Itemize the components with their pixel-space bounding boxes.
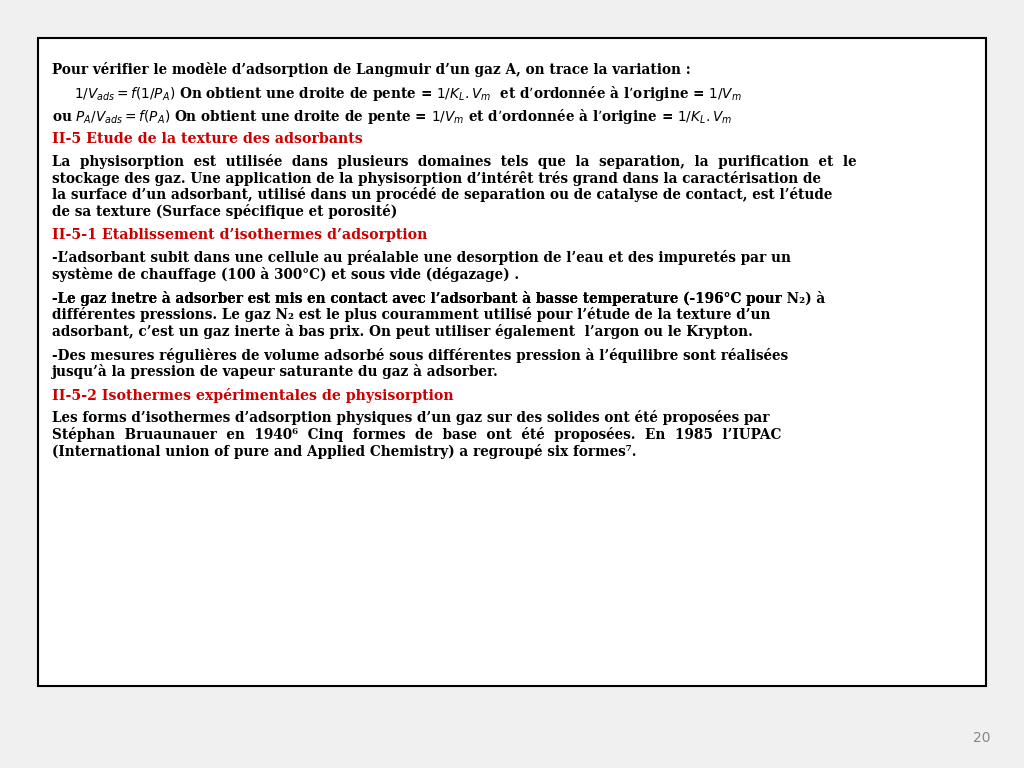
Text: système de chauffage (100 à 300°C) et sous vide (dégazage) .: système de chauffage (100 à 300°C) et so… (52, 267, 519, 282)
Text: différentes pressions. Le gaz N₂ est le plus couramment utilisé pour l’étude de : différentes pressions. Le gaz N₂ est le … (52, 307, 770, 323)
Text: -Le gaz inetre à adsorber est mis en contact avec l’adsorbant à basse temperatur: -Le gaz inetre à adsorber est mis en con… (52, 290, 825, 306)
Text: ou $P_A/V_{ads} = f(P_A)$ On obtient une droite de pente = $1/V_m$ et d’ordonnée: ou $P_A/V_{ads} = f(P_A)$ On obtient une… (52, 107, 732, 126)
Bar (38, 38, 986, 686)
Text: -Des mesures régulières de volume adsorbé sous différentes pression à l’équilibr: -Des mesures régulières de volume adsorb… (52, 348, 788, 362)
Text: Les forms d’isothermes d’adsorption physiques d’un gaz sur des solides ont été p: Les forms d’isothermes d’adsorption phys… (52, 410, 769, 425)
Text: la surface d’un adsorbant, utilisé dans un procédé de separation ou de catalyse : la surface d’un adsorbant, utilisé dans … (52, 187, 833, 203)
Text: de sa texture (Surface spécifique et porosité): de sa texture (Surface spécifique et por… (52, 204, 397, 219)
Text: La  physisorption  est  utilisée  dans  plusieurs  domaines  tels  que  la  sepa: La physisorption est utilisée dans plusi… (52, 154, 857, 169)
Text: adsorbant, c’est un gaz inerte à bas prix. On peut utiliser également  l’argon o: adsorbant, c’est un gaz inerte à bas pri… (52, 324, 753, 339)
Text: -Le gaz inetre à adsorber est mis en contact avec l’adsorbant à basse temperatur: -Le gaz inetre à adsorber est mis en con… (52, 290, 786, 306)
Text: II-5-1 Etablissement d’isothermes d’adsorption: II-5-1 Etablissement d’isothermes d’adso… (52, 228, 427, 242)
Text: (International union of pure and Applied Chemistry) a regroupé six formes⁷.: (International union of pure and Applied… (52, 444, 637, 458)
Text: Stéphan  Bruaunauer  en  1940⁶  Cinq  formes  de  base  ont  été  proposées.  En: Stéphan Bruaunauer en 1940⁶ Cinq formes … (52, 427, 781, 442)
Text: $1/V_{ads} = f(1/P_A)$ On obtient une droite de pente = $1/K_L.V_m$  et d’ordonn: $1/V_{ads} = f(1/P_A)$ On obtient une dr… (74, 84, 741, 104)
Text: II-5-2 Isothermes expérimentales de physisorption: II-5-2 Isothermes expérimentales de phys… (52, 388, 454, 403)
Text: -L’adsorbant subit dans une cellule au préalable une desorption de l’eau et des : -L’adsorbant subit dans une cellule au p… (52, 250, 791, 265)
Text: 20: 20 (973, 731, 990, 745)
Text: stockage des gaz. Une application de la physisorption d’intérêt trés grand dans : stockage des gaz. Une application de la … (52, 170, 821, 186)
Text: jusqu’à la pression de vapeur saturante du gaz à adsorber.: jusqu’à la pression de vapeur saturante … (52, 364, 499, 379)
Text: II-5 Etude de la texture des adsorbants: II-5 Etude de la texture des adsorbants (52, 131, 362, 146)
Text: Pour vérifier le modèle d’adsorption de Langmuir d’un gaz A, on trace la variati: Pour vérifier le modèle d’adsorption de … (52, 62, 691, 77)
